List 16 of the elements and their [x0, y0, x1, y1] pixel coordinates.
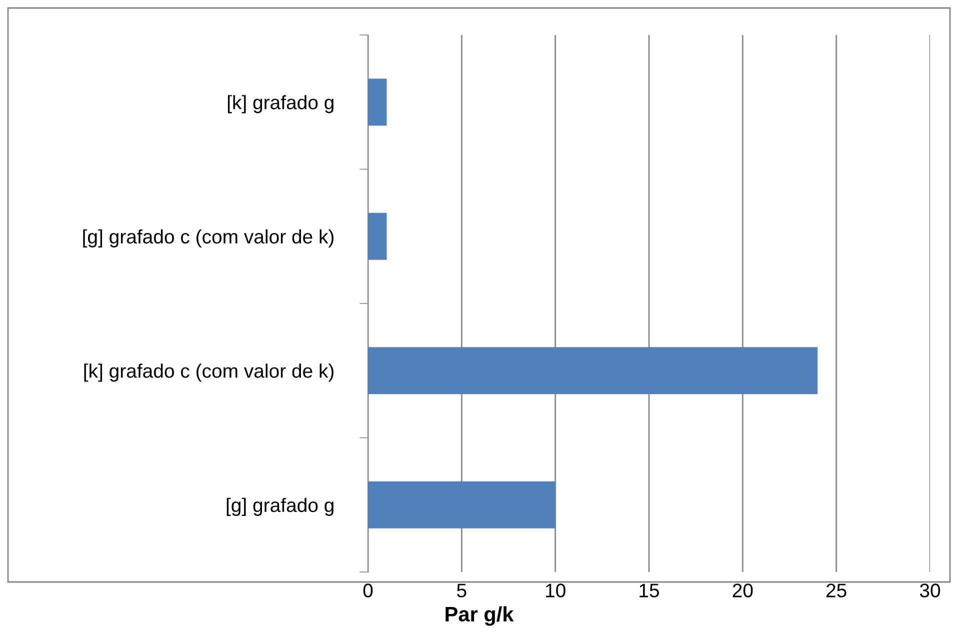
x-tick-label: 30 [920, 584, 940, 598]
x-tick-label: 5 [457, 584, 466, 598]
bar [368, 212, 387, 260]
bar [368, 78, 387, 126]
x-axis-title: Par g/k [446, 606, 514, 626]
x-tick-label: 0 [363, 584, 373, 598]
x-tick-label: 25 [826, 584, 846, 598]
x-tick-label: 20 [732, 584, 753, 598]
y-tick-label: [g] grafado g [226, 498, 334, 516]
bar [368, 347, 818, 394]
x-tick-label: 15 [640, 584, 659, 598]
x-tick-label: 10 [546, 584, 566, 598]
y-tick-label: [k] grafado c (com valor de k) [84, 364, 334, 382]
y-tick-label: [k] grafado g [228, 95, 334, 114]
bar [368, 481, 556, 528]
y-tick-label: [g] grafado c (com valor de k) [83, 229, 334, 248]
